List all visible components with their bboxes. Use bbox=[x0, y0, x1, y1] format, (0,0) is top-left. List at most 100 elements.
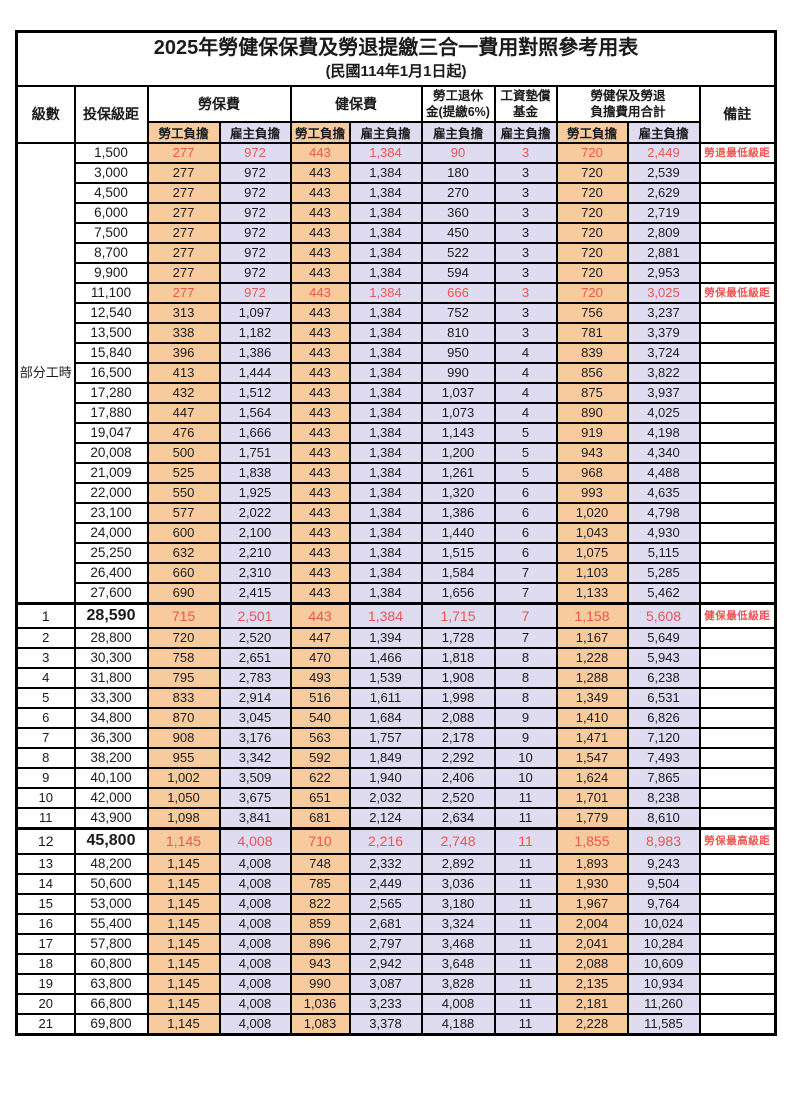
value-cell: 11 bbox=[493, 972, 558, 995]
value-cell: 11 bbox=[493, 892, 558, 915]
value-cell: 277 bbox=[146, 241, 221, 264]
value-cell: 3,045 bbox=[218, 707, 292, 729]
value-cell: 1,444 bbox=[218, 361, 292, 384]
value-cell: 447 bbox=[289, 627, 351, 649]
table-row: 13 48,200 1,145 4,008 748 2,332 2,892 11 1,893 9,… bbox=[15, 852, 777, 875]
value-cell: 5,285 bbox=[626, 561, 701, 584]
value-cell: 3,675 bbox=[218, 787, 292, 809]
value-cell: 1,384 bbox=[348, 201, 423, 224]
remark-cell bbox=[698, 852, 777, 875]
remark-cell bbox=[698, 787, 777, 809]
remark-cell bbox=[698, 541, 777, 564]
value-cell: 972 bbox=[218, 261, 292, 284]
value-cell: 443 bbox=[289, 441, 351, 464]
value-cell: 493 bbox=[289, 667, 351, 689]
table-row: 6,000 277 972 443 1,384 360 3 720 2,719 bbox=[17, 201, 777, 224]
col-header-labor-insurance: 勞保費 bbox=[146, 84, 292, 123]
value-cell: 2,041 bbox=[555, 932, 629, 955]
bracket-cell: 63,800 bbox=[73, 972, 149, 995]
value-cell: 1,998 bbox=[420, 687, 496, 709]
table-row: 12,540 313 1,097 443 1,384 752 3 756 3,237 bbox=[17, 301, 777, 324]
value-cell: 720 bbox=[555, 181, 629, 204]
value-cell: 9,243 bbox=[626, 852, 701, 875]
value-cell: 1,320 bbox=[420, 481, 496, 504]
value-cell: 4,340 bbox=[626, 441, 701, 464]
value-cell: 3,087 bbox=[348, 972, 423, 995]
bracket-cell: 48,200 bbox=[73, 852, 149, 875]
remark-cell bbox=[698, 952, 777, 975]
value-cell: 943 bbox=[289, 952, 351, 975]
table-row: 24,000 600 2,100 443 1,384 1,440 6 1,043 4,930 bbox=[17, 521, 777, 544]
value-cell: 1,098 bbox=[146, 807, 221, 830]
value-cell: 748 bbox=[289, 852, 351, 875]
level-cell: 2 bbox=[15, 627, 76, 649]
value-cell: 785 bbox=[289, 872, 351, 895]
value-cell: 443 bbox=[289, 241, 351, 264]
value-cell: 2,629 bbox=[626, 181, 701, 204]
value-cell: 1,384 bbox=[348, 261, 423, 284]
value-cell: 715 bbox=[146, 601, 221, 629]
remark-cell bbox=[698, 201, 777, 224]
value-cell: 632 bbox=[146, 541, 221, 564]
table-row: 27,600 690 2,415 443 1,384 1,656 7 1,133 5,462 bbox=[17, 581, 777, 604]
value-cell: 710 bbox=[289, 827, 351, 855]
value-cell: 3,937 bbox=[626, 381, 701, 404]
table-row: 部分工時 1,500 277 972 443 1,384 90 3 720 2,449 勞退最低級距 bbox=[15, 141, 777, 604]
table-row: 16,500 413 1,444 443 1,384 990 4 856 3,822 bbox=[17, 361, 777, 384]
table-row: 23,100 577 2,022 443 1,384 1,386 6 1,020 4,798 bbox=[17, 501, 777, 524]
value-cell: 2,892 bbox=[420, 852, 496, 875]
value-cell: 3 bbox=[493, 281, 558, 304]
value-cell: 443 bbox=[289, 381, 351, 404]
bracket-cell: 42,000 bbox=[73, 787, 149, 809]
table-row: 7,500 277 972 443 1,384 450 3 720 2,809 bbox=[17, 221, 777, 244]
value-cell: 1,893 bbox=[555, 852, 629, 875]
value-cell: 4,008 bbox=[218, 992, 292, 1015]
level-cell: 18 bbox=[15, 952, 76, 975]
level-cell: 1 bbox=[15, 601, 76, 629]
table-row: 19,047 476 1,666 443 1,384 1,143 5 919 4,198 bbox=[17, 421, 777, 444]
value-cell: 822 bbox=[289, 892, 351, 915]
value-cell: 2,004 bbox=[555, 912, 629, 935]
bracket-cell: 50,600 bbox=[73, 872, 149, 895]
total-label-line2: 負擔費用合計 bbox=[590, 104, 666, 119]
value-cell: 11 bbox=[493, 952, 558, 975]
table-row: 2 28,800 720 2,520 447 1,394 1,728 7 1,167 5,649 bbox=[15, 627, 777, 649]
bracket-cell: 30,300 bbox=[73, 647, 149, 669]
table-row: 11,100 277 972 443 1,384 666 3 720 3,025 勞保最低級距 bbox=[17, 281, 777, 304]
value-cell: 720 bbox=[555, 161, 629, 184]
value-cell: 11 bbox=[493, 807, 558, 830]
bracket-cell: 1,500 bbox=[73, 141, 149, 164]
bracket-cell: 66,800 bbox=[73, 992, 149, 1015]
value-cell: 1,384 bbox=[348, 221, 423, 244]
value-cell: 2,748 bbox=[420, 827, 496, 855]
value-cell: 3,509 bbox=[218, 767, 292, 789]
level-cell: 5 bbox=[15, 687, 76, 709]
value-cell: 1,564 bbox=[218, 401, 292, 424]
title-cell: 2025年勞健保保費及勞退提繳三合一費用對照參考用表 (民國114年1月1日起) bbox=[15, 30, 777, 87]
value-cell: 3,724 bbox=[626, 341, 701, 364]
value-cell: 1,849 bbox=[348, 747, 423, 769]
value-cell: 3,828 bbox=[420, 972, 496, 995]
value-cell: 1,073 bbox=[420, 401, 496, 424]
value-cell: 9,764 bbox=[626, 892, 701, 915]
remark-cell bbox=[698, 421, 777, 444]
value-cell: 3,468 bbox=[420, 932, 496, 955]
value-cell: 4,798 bbox=[626, 501, 701, 524]
value-cell: 277 bbox=[146, 141, 221, 164]
value-cell: 990 bbox=[420, 361, 496, 384]
value-cell: 563 bbox=[289, 727, 351, 749]
value-cell: 6 bbox=[493, 501, 558, 524]
value-cell: 2,449 bbox=[348, 872, 423, 895]
remark-cell bbox=[698, 687, 777, 709]
value-cell: 4,008 bbox=[218, 827, 292, 855]
title-row: 2025年勞健保保費及勞退提繳三合一費用對照參考用表 (民國114年1月1日起) bbox=[15, 30, 777, 87]
value-cell: 396 bbox=[146, 341, 221, 364]
value-cell: 1,145 bbox=[146, 912, 221, 935]
value-cell: 1,715 bbox=[420, 601, 496, 629]
value-cell: 540 bbox=[289, 707, 351, 729]
value-cell: 11 bbox=[493, 827, 558, 855]
value-cell: 277 bbox=[146, 261, 221, 284]
value-cell: 1,145 bbox=[146, 827, 221, 855]
value-cell: 3,379 bbox=[626, 321, 701, 344]
value-cell: 1,440 bbox=[420, 521, 496, 544]
